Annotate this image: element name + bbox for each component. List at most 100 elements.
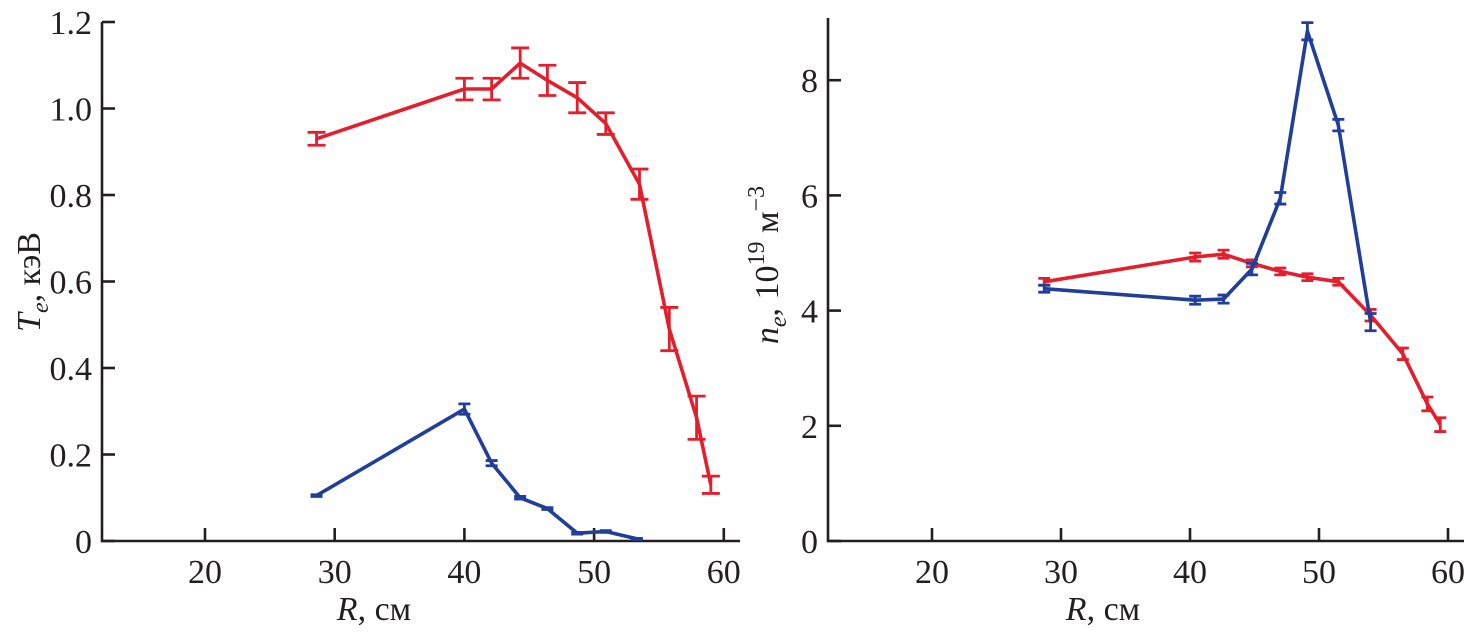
ne-x-tick-label: 60 (1431, 554, 1464, 591)
te-blue-point (485, 459, 498, 468)
ne-y-label-exp: 19 (744, 241, 770, 265)
ne-blue-point (1301, 21, 1314, 42)
ne-red-point (1421, 395, 1434, 413)
te-red-errorbar (511, 46, 530, 80)
ne-x-label-symbol: R (1065, 591, 1087, 628)
ne-x-tick-label: 50 (1302, 554, 1336, 591)
te-red-errorbar (701, 474, 720, 495)
ne-x-axis-label: R, см (1065, 591, 1140, 628)
te-blue-errorbar (630, 537, 643, 541)
te-red-point (660, 306, 679, 353)
ne-chart: 0 2 4 6 8 20 30 40 50 60 ne, 1019 м−3 R, см (744, 18, 1464, 628)
ne-y-tick-label: 2 (801, 409, 818, 446)
ne-y-axis-label: ne, 1019 м−3 (744, 186, 792, 344)
ne-red-errorbar (1396, 346, 1409, 361)
te-red-errorbar (687, 394, 706, 441)
te-x-label-unit: , см (358, 591, 412, 628)
ne-red-point (1217, 248, 1230, 260)
te-x-axis-label: R, см (336, 591, 411, 628)
te-red-errorbar (538, 63, 557, 97)
te-red-point (307, 130, 326, 147)
te-blue-errorbar (599, 529, 612, 534)
ne-blue-errorbar (1245, 261, 1258, 277)
te-blue-errorbar (571, 530, 584, 536)
te-red-errorbar (455, 76, 474, 102)
te-x-tick-label: 20 (188, 554, 222, 591)
te-x-tick-label: 30 (318, 554, 352, 591)
te-y-tick-label: 0 (75, 524, 92, 561)
ne-y-ticks: 0 2 4 6 8 (801, 63, 841, 561)
ne-y-tick-label: 4 (801, 294, 818, 331)
ne-x-label-unit: , см (1087, 591, 1141, 628)
te-x-tick-label: 60 (707, 554, 741, 591)
te-series (307, 46, 720, 541)
te-red-point (538, 63, 557, 97)
ne-red-errorbar (1332, 276, 1345, 287)
te-x-label-symbol: R (336, 591, 358, 628)
te-blue-errorbar (458, 402, 471, 416)
te-x-tick-label: 40 (447, 554, 481, 591)
te-red-point (701, 474, 720, 495)
ne-blue-errorbar (1038, 283, 1051, 294)
ne-y-tick-label: 0 (801, 524, 818, 561)
te-red-point (455, 76, 474, 102)
ne-red-errorbar (1217, 248, 1230, 260)
ne-blue-point (1274, 191, 1287, 206)
te-y-tick-label: 0.8 (50, 178, 93, 215)
ne-blue-point (1245, 261, 1258, 277)
te-red-errorbar (307, 130, 326, 147)
ne-blue-point (1364, 312, 1377, 333)
te-y-label-sub: e (28, 302, 54, 313)
te-y-tick-label: 0.4 (50, 351, 93, 388)
ne-red-point (1332, 276, 1345, 287)
ne-x-tick-label: 30 (1044, 554, 1078, 591)
te-blue-point (458, 402, 471, 416)
te-y-tick-label: 1.0 (50, 92, 93, 129)
te-red-point (511, 46, 530, 80)
ne-y-label-sub: e (766, 316, 792, 327)
ne-red-errorbar (1434, 416, 1447, 433)
ne-red-errorbar (1301, 272, 1314, 283)
ne-red-errorbar (1189, 251, 1202, 263)
ne-red-point (1434, 416, 1447, 433)
te-y-ticks: 0 0.2 0.4 0.6 0.8 1.0 1.2 (50, 5, 115, 561)
te-red-point (687, 394, 706, 441)
ne-blue-point (1217, 293, 1230, 305)
te-red-point (596, 111, 615, 136)
te-x-ticks: 20 30 40 50 60 (188, 528, 741, 591)
te-x-tick-label: 50 (577, 554, 611, 591)
ne-blue-errorbar (1217, 293, 1230, 305)
ne-red-point (1189, 251, 1202, 263)
te-blue-errorbar (541, 506, 554, 511)
te-y-tick-label: 0.2 (50, 438, 93, 475)
te-red-errorbar (660, 306, 679, 353)
ne-red-point (1396, 346, 1409, 361)
ne-red-errorbar (1274, 266, 1287, 277)
ne-axes (826, 18, 1464, 543)
te-blue-errorbar (310, 493, 323, 498)
ne-x-ticks: 20 30 40 50 60 (915, 528, 1464, 591)
ne-y-label-symbol: n (749, 327, 786, 344)
ne-blue-errorbar (1274, 191, 1287, 206)
te-y-axis-label: Te, кэВ (11, 232, 54, 332)
ne-red-point (1274, 266, 1287, 277)
ne-x-tick-label: 20 (915, 554, 949, 591)
te-red-errorbar (568, 81, 587, 115)
te-red-point (630, 167, 649, 201)
ne-blue-errorbar (1301, 21, 1314, 42)
ne-y-label-unit-exp: −3 (744, 186, 770, 212)
te-red-point (568, 81, 587, 115)
ne-red-errorbar (1421, 395, 1434, 413)
te-red-errorbar (482, 76, 501, 102)
te-blue-point (514, 495, 527, 501)
te-red-errorbar (596, 111, 615, 136)
te-blue-errorbar (485, 459, 498, 468)
ne-red-point (1301, 272, 1314, 283)
te-red-point (482, 76, 501, 102)
te-blue-point (541, 506, 554, 511)
te-blue-point (599, 529, 612, 534)
ne-blue-point (1332, 117, 1345, 133)
ne-series (1038, 21, 1447, 433)
te-blue-point (630, 537, 643, 541)
